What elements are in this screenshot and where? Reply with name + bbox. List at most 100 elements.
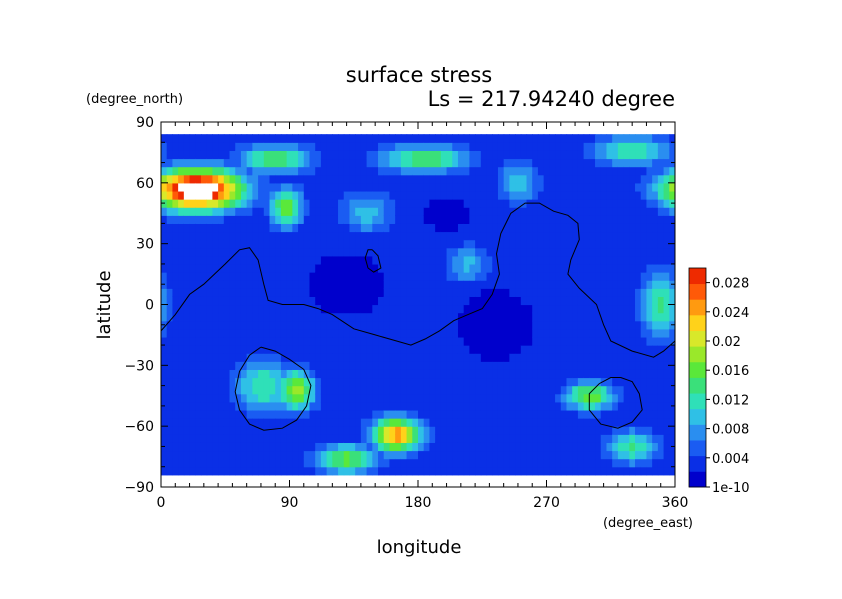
heatmap-cell (309, 450, 316, 460)
heatmap-cell (178, 223, 185, 233)
heatmap-cell (669, 223, 675, 233)
heatmap-cell (166, 142, 174, 151)
heatmap-cell (480, 434, 488, 443)
heatmap-cell (589, 174, 596, 184)
heatmap-cell (532, 385, 539, 395)
heatmap-cell (303, 336, 311, 346)
heatmap-cell (229, 442, 236, 452)
heatmap-cell (332, 385, 339, 395)
heatmap-cell (343, 458, 351, 468)
heatmap-cell (252, 231, 259, 241)
heatmap-cell (355, 215, 362, 224)
heatmap-cell (646, 369, 653, 379)
heatmap-cell (332, 215, 339, 224)
heatmap-cell (532, 418, 539, 427)
heatmap-cell (543, 247, 550, 257)
heatmap-cell (189, 304, 196, 314)
heatmap-cell (435, 272, 442, 281)
heatmap-cell (583, 166, 590, 176)
heatmap-cell (161, 296, 168, 306)
heatmap-cell (286, 150, 293, 160)
heatmap-cell (526, 150, 533, 160)
heatmap-cell (298, 361, 305, 370)
heatmap-cell (475, 263, 482, 273)
heatmap-cell (280, 401, 288, 411)
heatmap-cell (497, 288, 505, 297)
heatmap-cell (189, 418, 196, 427)
heatmap-cell (412, 272, 419, 281)
heatmap-cell (183, 288, 191, 297)
heatmap-cell (378, 418, 385, 427)
heatmap-cell (183, 312, 191, 322)
heatmap-cell (623, 158, 630, 168)
heatmap-cell (400, 320, 408, 330)
heatmap-cell (629, 296, 636, 306)
heatmap-cell (286, 190, 293, 200)
heatmap-cell (389, 158, 396, 168)
heatmap-cell (515, 393, 522, 403)
heatmap-cell (457, 361, 465, 370)
heatmap-cell (555, 150, 562, 160)
heatmap-cell (475, 239, 482, 249)
heatmap-cell (600, 272, 608, 281)
heatmap-cell (206, 223, 213, 233)
heatmap-cell (395, 409, 402, 419)
heatmap-cell (172, 393, 179, 403)
heatmap-cell (172, 288, 179, 297)
heatmap-cell (252, 369, 259, 379)
heatmap-cell (195, 239, 202, 249)
heatmap-cell (298, 345, 305, 354)
heatmap-cell (457, 442, 465, 452)
heatmap-cell (269, 280, 276, 289)
heatmap-cell (320, 174, 328, 184)
heatmap-cell (663, 401, 670, 411)
heatmap-cell (275, 426, 282, 435)
heatmap-cell (189, 174, 196, 184)
heatmap-cell (269, 377, 276, 387)
heatmap-cell (423, 247, 431, 257)
heatmap-cell (206, 190, 213, 200)
heatmap-cell (577, 393, 585, 403)
heatmap-cell (617, 345, 625, 354)
heatmap-cell (383, 409, 391, 419)
heatmap-cell (640, 369, 648, 379)
heatmap-cell (332, 458, 339, 468)
heatmap-cell (360, 304, 368, 314)
heatmap-cell (406, 223, 413, 233)
heatmap-cell (589, 263, 596, 273)
heatmap-cell (663, 304, 670, 314)
heatmap-cell (366, 255, 373, 265)
heatmap-cell (617, 288, 625, 297)
heatmap-cell (229, 450, 236, 460)
heatmap-cell (320, 434, 328, 443)
heatmap-cell (543, 426, 550, 435)
heatmap-cell (440, 393, 448, 403)
heatmap-cell (583, 304, 590, 314)
heatmap-cell (229, 426, 236, 435)
heatmap-cell (560, 280, 568, 289)
heatmap-cell (235, 174, 242, 184)
heatmap-cell (623, 199, 630, 208)
colorbar-segment (689, 377, 706, 394)
heatmap-cell (452, 361, 459, 370)
heatmap-cell (589, 401, 596, 411)
heatmap-cell (240, 377, 248, 387)
heatmap-cell (309, 336, 316, 346)
heatmap-cell (463, 199, 470, 208)
heatmap-cell (315, 231, 322, 241)
heatmap-cell (200, 312, 208, 322)
heatmap-cell (452, 150, 459, 160)
heatmap-cell (395, 442, 402, 452)
heatmap-cell (360, 426, 368, 435)
heatmap-cell (223, 450, 231, 460)
heatmap-cell (178, 369, 185, 379)
heatmap-cell (589, 361, 596, 370)
heatmap-cell (537, 377, 545, 387)
heatmap-cell (520, 158, 528, 168)
heatmap-cell (617, 426, 625, 435)
heatmap-cell (623, 385, 630, 395)
heatmap-cell (572, 369, 579, 379)
heatmap-cell (383, 272, 391, 281)
heatmap-cell (549, 231, 556, 241)
heatmap-cell (240, 393, 248, 403)
